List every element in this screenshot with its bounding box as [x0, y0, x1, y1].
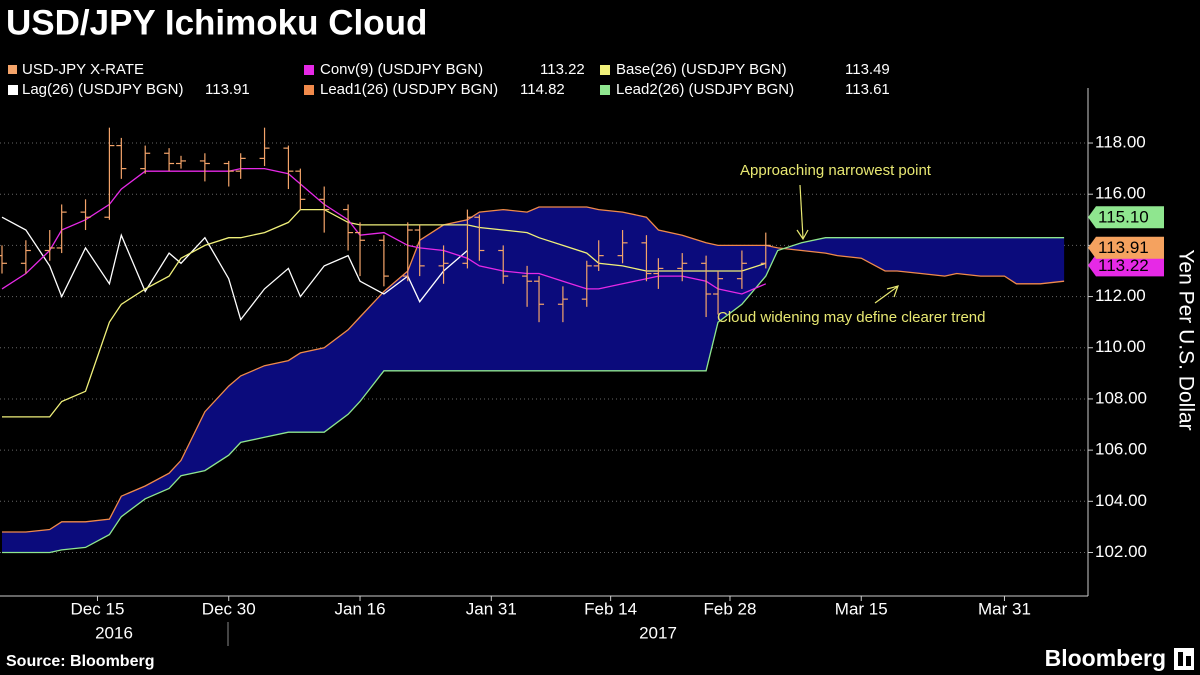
- brand: Bloomberg: [1045, 645, 1166, 671]
- x-tick-label: Jan 16: [334, 599, 385, 618]
- brand-icon-detail: [1186, 656, 1191, 666]
- legend-swatch: [600, 85, 610, 95]
- series-line: [1, 216, 468, 322]
- annotation: Approaching narrowest point: [740, 162, 932, 179]
- axis-tag: [1088, 236, 1164, 259]
- legend-label: Conv(9) (USDJPY BGN): [320, 61, 483, 78]
- series-line: [2, 206, 1065, 533]
- legend-swatch: [304, 85, 314, 95]
- legend-label: Lead2(26) (USDJPY BGN): [616, 81, 794, 98]
- legend-label: Lead1(26) (USDJPY BGN): [320, 81, 498, 98]
- y-tick-label: 106.00: [1095, 440, 1147, 459]
- x-tick-label: Dec 15: [71, 599, 125, 618]
- legend-value: 113.22: [540, 61, 585, 78]
- legend-swatch: [304, 65, 314, 75]
- axis-tag-label: 113.91: [1098, 238, 1149, 257]
- annotations: Approaching narrowest point Cloud wideni…: [717, 162, 985, 326]
- y-tick-label: 112.00: [1095, 286, 1146, 305]
- legend: USD-JPY X-RATE Conv(9) (USDJPY BGN) 113.…: [8, 61, 890, 98]
- y-tick-label: 110.00: [1095, 337, 1146, 356]
- y-tick-label: 108.00: [1095, 388, 1147, 407]
- y-tick-label: 118.00: [1095, 133, 1146, 152]
- series-line: [2, 237, 1065, 554]
- y-axis-label: Yen Per U.S. Dollar: [1174, 249, 1197, 430]
- x-group-label: 2016: [95, 623, 133, 642]
- legend-label: USD-JPY X-RATE: [22, 61, 144, 78]
- legend-swatch: [600, 65, 610, 75]
- annotation: Cloud widening may define clearer trend: [717, 309, 985, 326]
- legend-value: 114.82: [520, 81, 565, 98]
- x-tick-label: Mar 15: [835, 599, 888, 618]
- legend-value: 113.49: [845, 61, 890, 78]
- y-tick-label: 116.00: [1095, 184, 1146, 203]
- axis-tag: [1088, 254, 1164, 277]
- legend-swatch: [8, 65, 17, 74]
- annotation-arrow: [799, 184, 804, 239]
- axis-tag-label: 113.22: [1098, 256, 1149, 275]
- x-tick-label: Feb 28: [704, 599, 757, 618]
- legend-label: Base(26) (USDJPY BGN): [616, 61, 787, 78]
- x-tick-label: Mar 31: [978, 599, 1031, 618]
- x-group-label: 2017: [639, 623, 677, 642]
- cloud-fill: [2, 207, 1065, 553]
- annotation-arrow: [874, 286, 898, 304]
- axis-tag-label: 115.10: [1098, 208, 1149, 227]
- chart-title: USD/JPY Ichimoku Cloud: [6, 3, 427, 42]
- plot-area: [0, 127, 1093, 601]
- y-tick-label: 104.00: [1095, 491, 1147, 510]
- x-tick-label: Dec 30: [202, 599, 256, 618]
- axis-tag: [1088, 206, 1164, 229]
- legend-swatch: [8, 85, 18, 95]
- x-tick-label: Jan 31: [466, 599, 517, 618]
- legend-value: 113.91: [205, 81, 250, 98]
- source: Source: Bloomberg: [6, 653, 154, 670]
- series-line: [2, 208, 766, 418]
- brand-icon-detail: [1178, 652, 1183, 666]
- legend-label: Lag(26) (USDJPY BGN): [22, 81, 183, 98]
- legend-value: 113.61: [845, 81, 890, 98]
- annotation-arrowhead: [796, 229, 809, 241]
- y-tick-label: 102.00: [1095, 542, 1147, 561]
- annotation-arrowhead: [886, 285, 899, 298]
- x-tick-label: Feb 14: [584, 599, 637, 618]
- series-line: [1, 167, 767, 295]
